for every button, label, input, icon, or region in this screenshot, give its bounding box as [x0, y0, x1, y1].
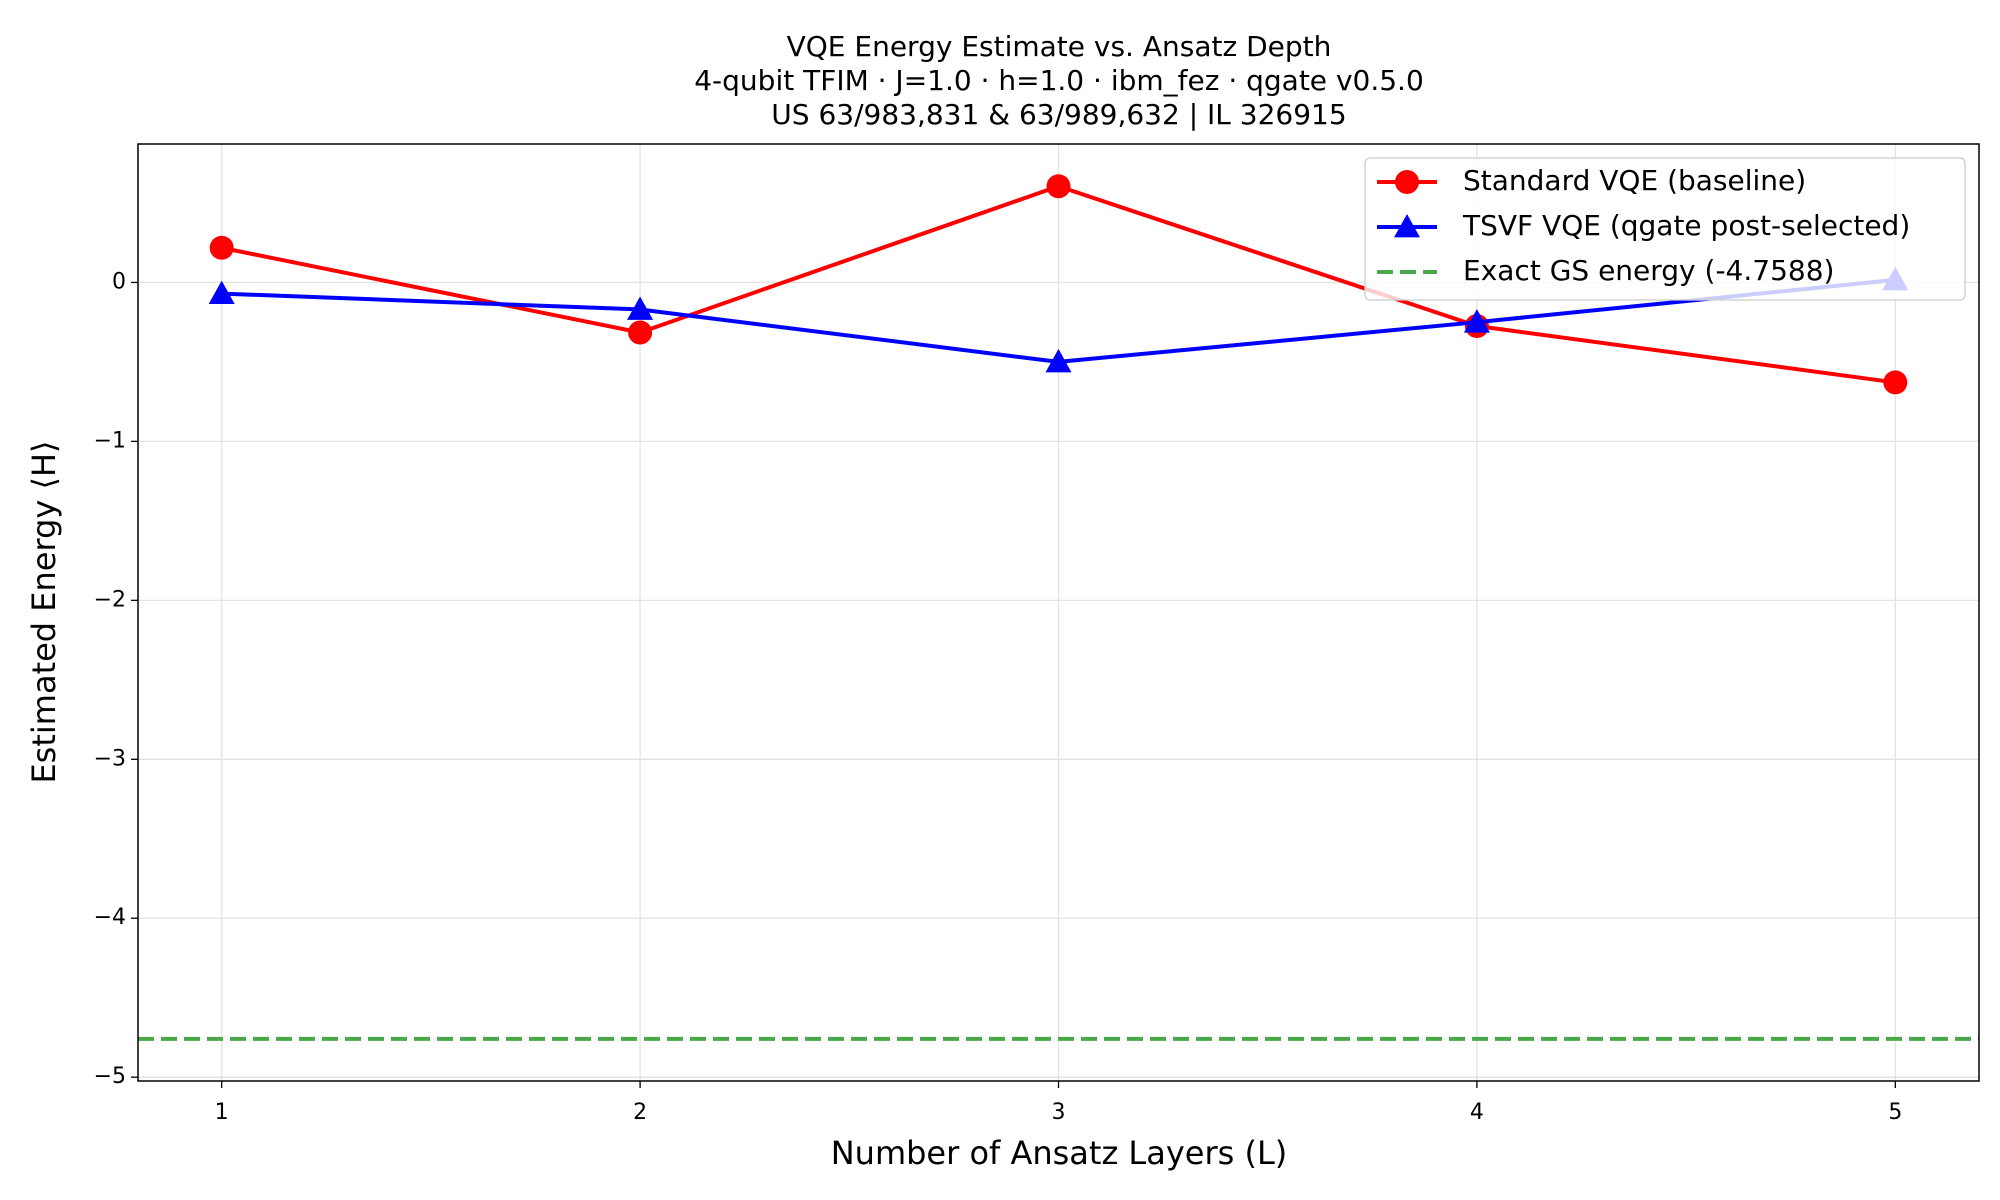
- chart-title: VQE Energy Estimate vs. Ansatz Depth: [787, 30, 1332, 63]
- marker: [1045, 348, 1072, 373]
- marker: [1046, 174, 1071, 199]
- y-tick-label: −1: [94, 428, 126, 453]
- y-tick-label: −3: [94, 746, 126, 771]
- chart-subtitle: 4-qubit TFIM · J=1.0 · h=1.0 · ibm_fez ·…: [694, 64, 1424, 97]
- legend: Standard VQE (baseline) TSVF VQE (qgate p…: [1364, 157, 1966, 301]
- legend-label: Standard VQE (baseline): [1463, 164, 1806, 197]
- x-tick-label: 2: [633, 1100, 647, 1125]
- y-tick-label: −2: [94, 587, 126, 612]
- marker: [627, 296, 654, 320]
- y-tick-label: −5: [94, 1064, 126, 1089]
- x-tick-label: 3: [1052, 1100, 1066, 1125]
- marker: [208, 280, 235, 304]
- x-tick-label: 5: [1888, 1100, 1902, 1125]
- legend-label: TSVF VQE (qgate post-selected): [1462, 209, 1910, 242]
- marker: [209, 235, 234, 260]
- x-tick-label: 1: [215, 1100, 229, 1125]
- x-axis-label: Number of Ansatz Layers (L): [831, 1134, 1288, 1172]
- marker: [1883, 370, 1908, 395]
- y-axis-label: Estimated Energy ⟨H⟩: [25, 440, 63, 783]
- y-tick-label: 0: [112, 269, 126, 294]
- legend-marker: [1395, 170, 1419, 194]
- chart-subtitle: US 63/983,831 & 63/989,632 | IL 326915: [771, 98, 1346, 131]
- marker: [1463, 309, 1490, 333]
- x-tick-label: 4: [1470, 1100, 1484, 1125]
- legend-label: Exact GS energy (-4.7588): [1463, 254, 1834, 287]
- plot-frame: [137, 143, 1980, 1082]
- marker: [628, 320, 653, 345]
- y-tick-label: −4: [94, 905, 126, 930]
- legend-marker: [1394, 214, 1420, 238]
- legend-box: [1364, 157, 1966, 301]
